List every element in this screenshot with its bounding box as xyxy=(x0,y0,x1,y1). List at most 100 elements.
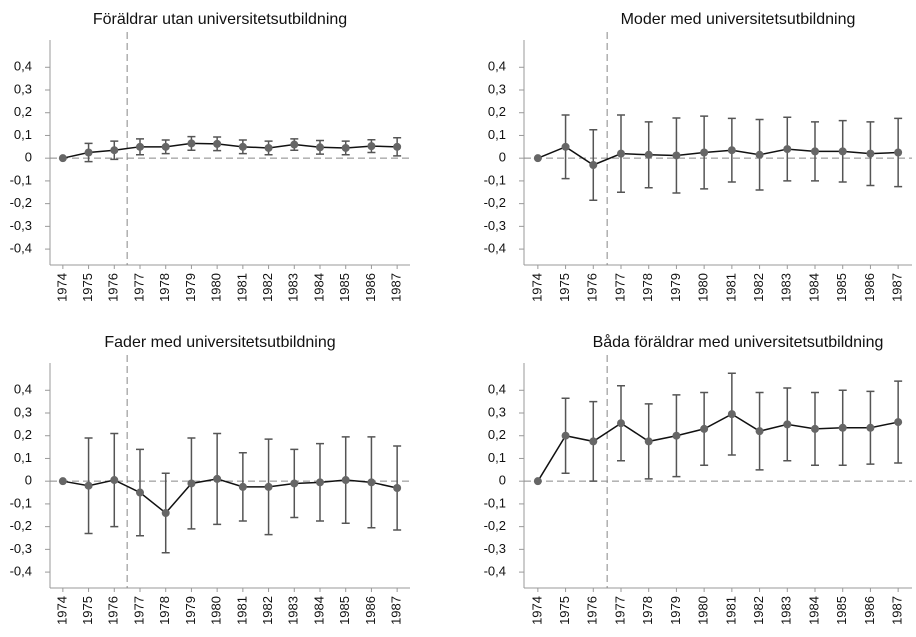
x-tick-label: 1987 xyxy=(389,596,404,625)
y-tick-label: 0,3 xyxy=(14,81,32,96)
y-tick-label: -0,2 xyxy=(484,195,506,210)
x-tick-label: 1985 xyxy=(834,596,849,625)
marker xyxy=(644,437,653,446)
marker xyxy=(533,477,542,486)
y-tick-label: -0,1 xyxy=(10,495,32,510)
x-tick-label: 1985 xyxy=(337,596,352,625)
marker xyxy=(84,148,93,157)
panel-title: Fader med universitetsutbildning xyxy=(104,334,335,351)
marker xyxy=(561,431,570,440)
marker xyxy=(290,479,299,488)
x-tick-label: 1975 xyxy=(557,596,572,625)
marker xyxy=(783,420,792,429)
x-tick-label: 1986 xyxy=(363,273,378,302)
y-tick-label: -0,1 xyxy=(484,495,506,510)
x-tick-label: 1987 xyxy=(890,273,905,302)
y-tick-label: -0,2 xyxy=(10,195,32,210)
x-tick-label: 1977 xyxy=(131,596,146,625)
x-tick-label: 1977 xyxy=(131,273,146,302)
y-tick-label: 0,3 xyxy=(488,81,506,96)
x-tick-label: 1981 xyxy=(723,596,738,625)
marker xyxy=(838,147,847,156)
x-tick-label: 1984 xyxy=(311,596,326,625)
marker xyxy=(589,161,598,169)
marker xyxy=(213,139,222,148)
panel-title: Båda föräldrar med universitetsutbildnin… xyxy=(593,333,884,351)
x-tick-label: 1981 xyxy=(723,273,738,302)
x-tick-label: 1984 xyxy=(806,596,821,625)
y-tick-label: 0,1 xyxy=(488,450,506,465)
marker xyxy=(838,423,847,432)
marker xyxy=(58,154,67,163)
x-tick-label: 1982 xyxy=(751,596,766,625)
x-tick-label: 1985 xyxy=(337,273,352,302)
marker xyxy=(341,476,350,485)
x-tick-label: 1981 xyxy=(234,273,249,302)
x-tick-label: 1980 xyxy=(209,596,224,625)
marker xyxy=(755,427,764,436)
y-tick-label: 0 xyxy=(499,150,506,165)
y-tick-label: 0,1 xyxy=(14,127,32,142)
y-tick-label: 0,3 xyxy=(14,404,32,419)
marker xyxy=(811,147,819,156)
series-line xyxy=(537,145,899,166)
marker xyxy=(755,150,764,159)
marker xyxy=(84,481,93,490)
x-tick-label: 1978 xyxy=(640,596,655,625)
x-tick-label: 1984 xyxy=(806,273,821,302)
y-tick-label: 0,4 xyxy=(488,59,506,74)
x-tick-label: 1979 xyxy=(183,596,198,625)
x-tick-label: 1978 xyxy=(640,273,655,302)
marker xyxy=(213,474,222,483)
marker xyxy=(672,431,681,440)
marker xyxy=(290,140,299,149)
x-tick-label: 1975 xyxy=(80,273,95,302)
marker xyxy=(866,423,875,432)
x-tick-label: 1987 xyxy=(389,273,404,302)
marker xyxy=(866,149,875,158)
y-tick-label: -0,4 xyxy=(484,564,506,579)
y-tick-label: -0,4 xyxy=(10,564,32,579)
y-tick-label: 0,4 xyxy=(14,382,32,397)
x-tick-label: 1974 xyxy=(529,596,544,625)
y-tick-label: -0,3 xyxy=(484,218,506,233)
marker xyxy=(110,476,119,485)
x-tick-label: 1985 xyxy=(834,273,849,302)
x-tick-label: 1983 xyxy=(286,596,301,625)
x-tick-label: 1986 xyxy=(862,273,877,302)
x-tick-label: 1979 xyxy=(668,596,683,625)
y-tick-label: 0,1 xyxy=(14,450,32,465)
x-tick-label: 1976 xyxy=(585,596,600,625)
x-tick-label: 1984 xyxy=(311,273,326,302)
marker xyxy=(644,150,653,159)
y-tick-label: -0,2 xyxy=(484,518,506,533)
marker xyxy=(783,145,792,154)
marker xyxy=(58,477,67,486)
x-tick-label: 1977 xyxy=(612,273,627,302)
marker xyxy=(238,482,247,491)
y-tick-label: 0,2 xyxy=(488,427,506,442)
x-tick-label: 1978 xyxy=(157,273,172,302)
marker xyxy=(264,482,273,491)
marker xyxy=(393,484,402,492)
x-tick-label: 1980 xyxy=(209,273,224,302)
x-tick-label: 1983 xyxy=(779,273,794,302)
marker xyxy=(700,424,709,433)
series-line xyxy=(62,478,398,515)
marker xyxy=(894,148,903,157)
y-tick-label: -0,4 xyxy=(10,241,32,256)
y-tick-label: 0 xyxy=(25,150,32,165)
marker xyxy=(727,410,736,419)
x-tick-label: 1987 xyxy=(890,596,905,625)
series-line xyxy=(62,142,398,159)
marker xyxy=(136,142,144,151)
y-tick-label: 0,4 xyxy=(14,59,32,74)
marker xyxy=(161,509,170,517)
x-tick-label: 1983 xyxy=(779,596,794,625)
x-tick-label: 1982 xyxy=(260,273,275,302)
panel-title: Moder med universitetsutbildning xyxy=(621,11,856,28)
x-tick-label: 1976 xyxy=(585,273,600,302)
marker xyxy=(700,148,709,157)
marker xyxy=(110,146,119,155)
